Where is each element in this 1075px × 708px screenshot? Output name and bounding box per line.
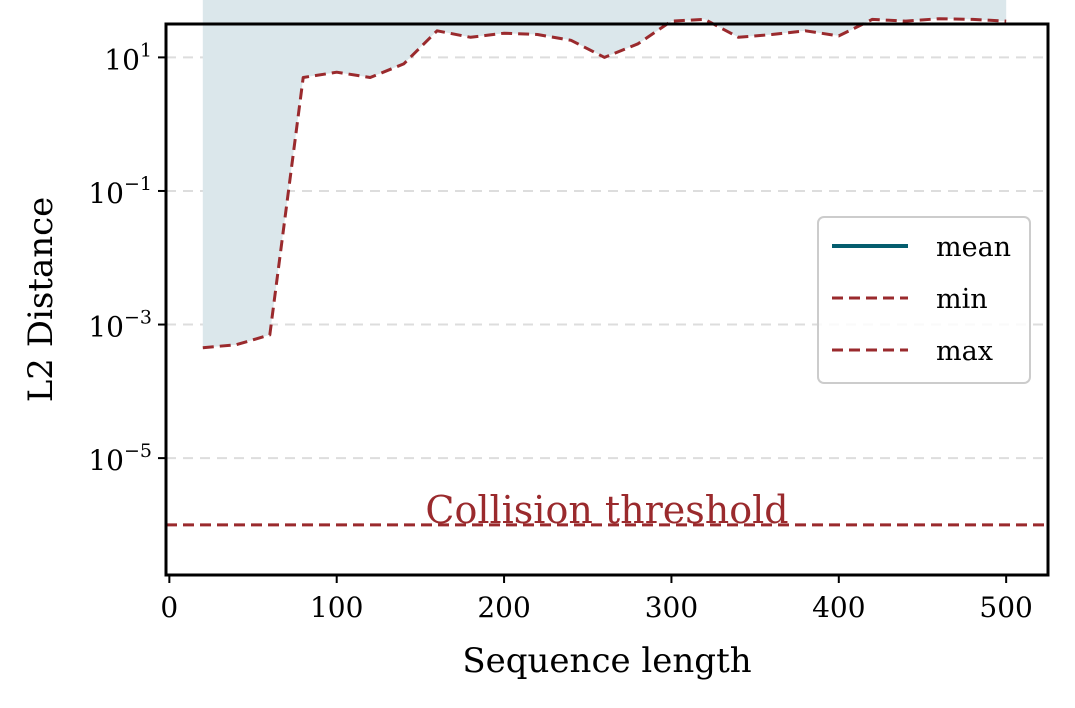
legend-label-max: max: [936, 336, 993, 367]
legend-box: [817, 216, 1031, 384]
y-axis-label: L2 Distance: [21, 197, 61, 403]
x-tick-label: 200: [477, 591, 530, 624]
legend: mean min max: [817, 216, 1031, 384]
legend-label-mean: mean: [936, 232, 1011, 263]
x-tick-label: 100: [310, 591, 363, 624]
y-tick-label: 101: [104, 39, 152, 76]
y-tick-label: 10−5: [88, 440, 152, 477]
collision-threshold-label: Collision threshold: [425, 488, 788, 532]
x-tick-label: 400: [812, 591, 865, 624]
x-tick-label: 0: [160, 591, 178, 624]
series-lines: [202, 17, 1007, 350]
legend-label-min: min: [936, 284, 988, 315]
plot-frame: [164, 22, 1050, 577]
x-axis-label: Sequence length: [462, 641, 751, 681]
y-axis-ticks: 10310110−110−310−5: [88, 39, 166, 477]
y-tick-label: 10−3: [88, 307, 152, 344]
series-min-line: [202, 17, 1007, 350]
y-tick-label: 10−1: [88, 173, 152, 210]
min-max-band: [202, 0, 1007, 348]
x-tick-label: 500: [979, 591, 1032, 624]
x-axis-ticks: 0 100 200 300 400 500: [160, 575, 1033, 624]
x-tick-label: 300: [645, 591, 698, 624]
